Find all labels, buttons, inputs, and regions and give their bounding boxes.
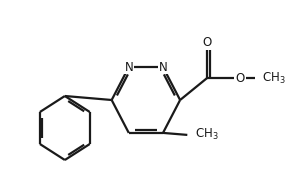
Text: O: O bbox=[203, 36, 212, 49]
Text: CH$_3$: CH$_3$ bbox=[262, 70, 285, 85]
Text: CH$_3$: CH$_3$ bbox=[196, 127, 219, 142]
Text: N: N bbox=[159, 61, 167, 74]
Text: N: N bbox=[125, 61, 133, 74]
Text: O: O bbox=[236, 71, 245, 85]
